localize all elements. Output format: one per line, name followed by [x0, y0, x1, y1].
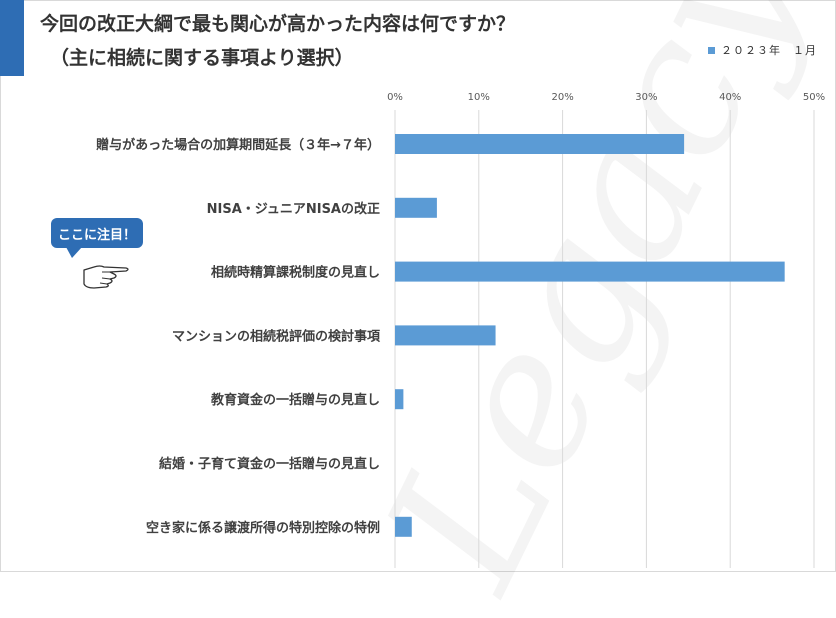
category-label: 空き家に係る譲渡所得の特別控除の特例 [146, 520, 380, 536]
title-accent-bar [0, 0, 24, 76]
x-tick-label: 50% [803, 92, 825, 103]
chart-subtitle: （主に相続に関する事項より選択） [50, 47, 354, 69]
chart-title: 今回の改正大綱で最も関心が高かった内容は何ですか？ [40, 13, 516, 35]
callout-tail [66, 247, 82, 258]
category-label: NISA・ジュニアNISAの改正 [207, 201, 380, 217]
bar-chart: 0% 10% 20% 30% 40% 50% 贈与があった場合の加算期間延長（３年→７年） N… [96, 92, 825, 568]
x-tick-label: 10% [468, 92, 490, 103]
category-label: 教育資金の一括贈与の見直し [210, 392, 380, 408]
category-label: マンションの相続税評価の検討事項 [172, 328, 381, 344]
bar [395, 134, 685, 154]
category-label: 相続時精算課税制度の見直し [211, 265, 380, 281]
chart-legend: ２０２３年 １月 [708, 42, 817, 58]
bar [395, 389, 404, 410]
category-label: 結婚・子育て資金の一括贈与の見直し [159, 456, 380, 472]
pointing-hand-icon [83, 265, 129, 289]
bar [395, 325, 496, 346]
bar [395, 261, 785, 282]
x-tick-label: 0% [387, 92, 403, 103]
legend-label: ２０２３年 １月 [721, 44, 817, 57]
category-label: 贈与があった場合の加算期間延長（３年→７年） [96, 137, 380, 153]
legend-swatch [708, 46, 715, 54]
callout-bubble: ここに注目！ [51, 218, 143, 248]
x-tick-label: 20% [551, 92, 573, 103]
chart-frame [0, 0, 836, 572]
bar [395, 197, 437, 218]
x-tick-label: 30% [635, 92, 657, 103]
bar [395, 516, 412, 537]
x-tick-label: 40% [719, 92, 741, 103]
